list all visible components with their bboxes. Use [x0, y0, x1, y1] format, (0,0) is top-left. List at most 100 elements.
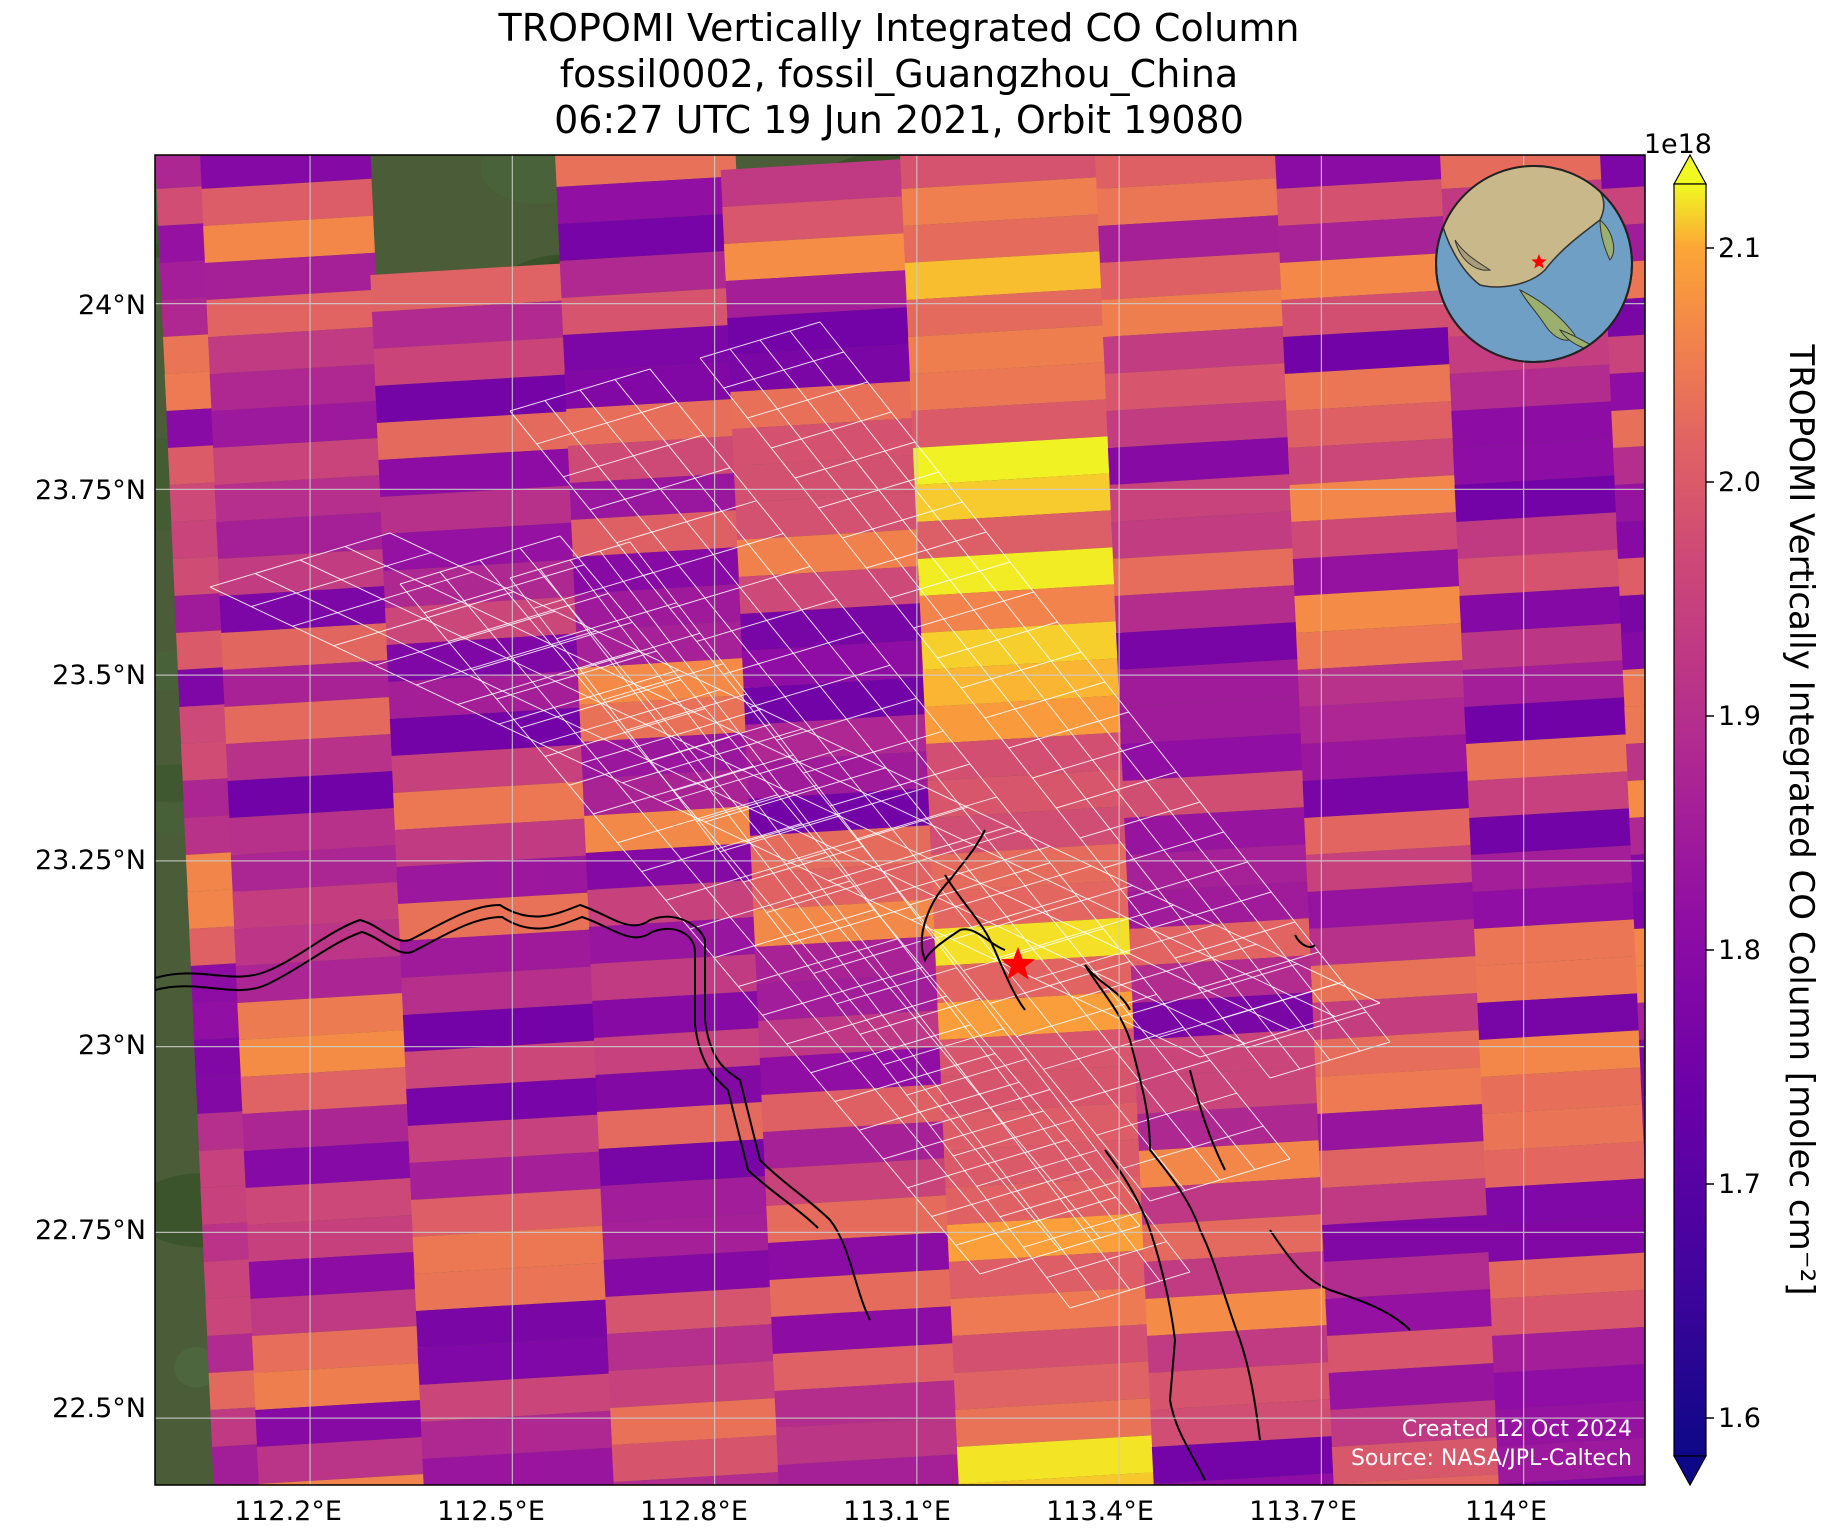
footprint-grid-line: [599, 550, 1161, 1282]
inset-globe: [1435, 165, 1633, 363]
footprint-grid-line: [649, 368, 1291, 1160]
co-pixel: [159, 259, 217, 300]
co-pixel: [1490, 1289, 1645, 1336]
co-pixel: [225, 733, 398, 781]
credit-source: Source: NASA/JPL-Caltech: [1351, 1446, 1632, 1471]
co-pixel: [245, 1177, 418, 1225]
co-pixel: [216, 511, 388, 559]
credit-created: Created 12 Oct 2024: [1402, 1417, 1632, 1442]
co-pixel: [1296, 623, 1463, 670]
target-mode-footprint-grid: [209, 321, 1391, 1309]
co-pixel: [1287, 438, 1455, 485]
footprint-grid-line: [569, 559, 1131, 1291]
co-pixel: [1456, 512, 1618, 559]
co-pixel: [158, 222, 215, 263]
co-pixel: [1305, 845, 1473, 892]
co-pixel: [195, 1073, 253, 1114]
co-pixel: [1148, 1361, 1336, 1410]
co-pixel: [198, 1147, 256, 1188]
co-pixel: [1309, 919, 1476, 966]
co-pixel: [1104, 362, 1292, 411]
footprint-grid-line: [729, 348, 1301, 1070]
co-pixel: [391, 744, 584, 793]
co-pixel: [230, 844, 403, 892]
co-pixel: [1326, 1326, 1494, 1373]
colorbar-tick-label: 1.8: [1718, 935, 1761, 966]
co-pixel: [214, 474, 387, 522]
co-pixel: [754, 936, 937, 984]
co-pixel: [1482, 1104, 1645, 1151]
co-pixel: [1304, 808, 1472, 855]
co-pixel: [605, 1286, 788, 1334]
co-pixel: [1333, 1474, 1500, 1485]
co-pixel: [1452, 438, 1615, 485]
co-pixel: [1281, 290, 1449, 337]
co-pixel: [185, 851, 243, 892]
co-pixel: [1292, 549, 1460, 596]
co-pixel: [212, 437, 385, 485]
footprint-grid-line: [629, 541, 1191, 1273]
footprint-grid-line: [399, 583, 981, 1275]
co-pixel: [388, 670, 581, 719]
footprint-grid-line: [344, 546, 1336, 1017]
colorbar: 1e18 1.6 1.7 1.8 1.9 2.0 2.1 TROPOMI Vertical…: [1644, 129, 1821, 1487]
co-pixel: [198, 105, 370, 152]
co-pixel: [163, 333, 220, 374]
co-pixel: [592, 990, 775, 1038]
co-pixel: [917, 547, 1120, 596]
co-pixel: [394, 818, 587, 867]
co-pixel: [219, 585, 392, 633]
co-pixel: [1286, 401, 1454, 448]
co-pixel: [1330, 1400, 1498, 1447]
co-pixel: [237, 992, 410, 1040]
co-pixel: [1619, 594, 1645, 633]
co-pixel: [730, 381, 913, 429]
footprint-grid-line: [579, 389, 1221, 1181]
globe-target-star-icon: [1531, 254, 1547, 269]
co-pixel: [953, 1361, 1156, 1410]
co-pixel: [588, 916, 771, 964]
co-pixel: [227, 770, 400, 818]
co-pixel: [1614, 483, 1645, 522]
co-pixel: [1302, 771, 1470, 818]
lon-tick-label: 114°E: [1465, 1496, 1547, 1527]
co-pixel: [1609, 371, 1645, 411]
co-pixel: [562, 324, 745, 372]
co-pixel: [1637, 1002, 1645, 1040]
co-pixel: [753, 899, 936, 947]
co-pixel: [1629, 817, 1645, 855]
co-pixel: [1120, 732, 1308, 781]
co-pixel: [1299, 697, 1467, 744]
lat-tick-label: 22.5°N: [52, 1393, 146, 1424]
lat-tick-label: 24°N: [78, 290, 146, 321]
co-pixel: [720, 159, 903, 207]
co-pixel: [229, 807, 402, 855]
co-pixel: [1323, 1252, 1491, 1299]
co-pixel: [383, 559, 576, 608]
co-pixel: [1658, 1480, 1720, 1521]
co-pixel: [559, 250, 742, 298]
co-pixel: [414, 1262, 607, 1311]
co-pixel: [203, 215, 375, 263]
co-pixel: [556, 176, 739, 224]
co-pixel: [1111, 510, 1298, 559]
co-pixel: [419, 1373, 611, 1422]
co-pixel: [1122, 769, 1310, 818]
co-pixel: [945, 1176, 1148, 1225]
co-pixel: [177, 666, 235, 707]
co-pixel: [608, 1360, 791, 1408]
co-pixel: [600, 1175, 783, 1223]
co-pixel: [179, 703, 237, 744]
co-pixel: [911, 399, 1114, 448]
co-pixel: [774, 1380, 957, 1428]
co-pixel: [1096, 177, 1284, 226]
co-pixel: [211, 400, 384, 448]
co-pixel: [1112, 547, 1300, 596]
co-pixel: [595, 1064, 778, 1112]
co-pixel: [564, 361, 747, 409]
co-pixel: [389, 707, 582, 756]
co-pixel: [187, 888, 245, 929]
co-pixel: [393, 781, 585, 830]
co-pixel: [613, 1471, 795, 1485]
co-pixel: [722, 196, 905, 244]
